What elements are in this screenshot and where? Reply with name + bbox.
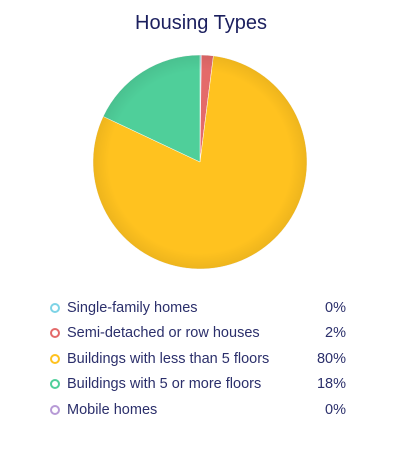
legend-marker-icon: [50, 302, 60, 313]
legend-item[interactable]: Mobile homes 0%: [50, 397, 346, 423]
legend-marker-icon: [50, 404, 60, 415]
legend-percent: 0%: [325, 299, 346, 316]
legend-label: Mobile homes: [67, 401, 158, 418]
legend-percent: 0%: [325, 401, 346, 418]
legend-item[interactable]: Buildings with less than 5 floors 80%: [50, 346, 346, 372]
legend-marker-icon: [50, 328, 60, 339]
legend-item[interactable]: Buildings with 5 or more floors 18%: [50, 372, 346, 398]
legend-percent: 2%: [325, 325, 346, 342]
chart-title: Housing Types: [135, 12, 267, 34]
pie-shading: [93, 55, 307, 269]
legend-percent: 18%: [316, 376, 346, 393]
legend-item[interactable]: Single-family homes 0%: [50, 295, 346, 321]
pie-chart: [92, 54, 308, 270]
legend-label: Buildings with less than 5 floors: [67, 350, 270, 367]
legend-marker-icon: [50, 379, 60, 390]
legend-item[interactable]: Semi-detached or row houses 2%: [50, 321, 346, 347]
legend-label: Semi-detached or row houses: [67, 325, 260, 342]
legend-label: Buildings with 5 or more floors: [67, 376, 262, 393]
legend-percent: 80%: [316, 350, 346, 367]
legend: Single-family homes 0% Semi-detached or …: [50, 295, 346, 423]
legend-marker-icon: [50, 353, 60, 364]
legend-label: Single-family homes: [67, 299, 198, 316]
